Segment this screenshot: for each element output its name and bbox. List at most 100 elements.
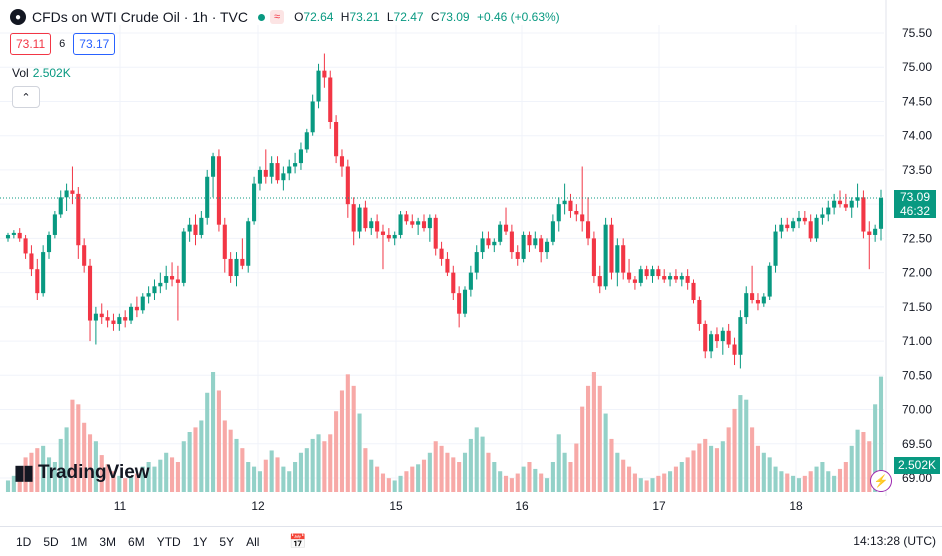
volume-bar [603, 413, 608, 492]
volume-bar [662, 473, 667, 492]
candle-body [41, 252, 46, 294]
candle-body [445, 258, 450, 273]
range-1y-button[interactable]: 1Y [192, 534, 208, 549]
candle-body [597, 276, 602, 287]
candles [5, 53, 884, 369]
volume-axis-label: 2.502K [894, 457, 940, 474]
chart-title[interactable]: CFDs on WTI Crude Oil · 1h · TVC [32, 9, 249, 25]
volume-bar [322, 441, 327, 492]
volume-bar [76, 404, 81, 492]
candle-body [492, 241, 497, 246]
volume-bar [211, 372, 216, 492]
volume-bar [638, 478, 643, 492]
volume-bar [134, 473, 139, 492]
tradingview-logo[interactable]: ▮▮ TradingView [14, 460, 150, 485]
volume-legend[interactable]: Vol 2.502K [12, 66, 71, 80]
volume-bar [627, 466, 632, 492]
volume-bar [398, 475, 403, 492]
volume-bar [5, 480, 11, 492]
range-ytd-button[interactable]: YTD [156, 534, 181, 549]
candle-body [832, 200, 837, 208]
candle-body [357, 207, 362, 232]
volume-bar [832, 475, 837, 492]
sell-button[interactable]: 73.11 [10, 33, 52, 55]
candle-body [855, 197, 860, 201]
volume-bar [404, 471, 409, 492]
volume-bar [35, 448, 40, 492]
candle-body [46, 234, 52, 253]
volume-bar [585, 385, 591, 492]
candle-body [52, 214, 57, 235]
volume-bar [544, 478, 550, 492]
range-5d-button[interactable]: 5D [43, 534, 59, 549]
volume-bar [820, 462, 825, 492]
range-all-button[interactable]: All [246, 534, 260, 549]
candle-body [281, 173, 286, 181]
candle-body [668, 276, 673, 280]
volume-bar [796, 478, 802, 492]
candle-body [293, 163, 298, 167]
volume-bar [111, 471, 116, 492]
y-tick-label: 71.00 [902, 334, 932, 348]
candle-body [451, 272, 456, 294]
range-5y-button[interactable]: 5Y [219, 534, 235, 549]
chart-legend: ● CFDs on WTI Crude Oil · 1h · TVC ≈ O72… [10, 8, 564, 26]
candle-body [539, 238, 544, 253]
y-tick-label: 70.50 [902, 368, 932, 382]
y-tick-label: 69.00 [902, 471, 932, 485]
candle-body [603, 224, 608, 287]
y-tick-label: 71.50 [902, 300, 932, 314]
candle-body [873, 228, 878, 235]
volume-bar [216, 390, 221, 492]
open-value: 72.64 [303, 10, 334, 24]
lightning-icon[interactable]: ⚡ [870, 470, 892, 492]
volume-bar [46, 457, 52, 492]
volume-bar [468, 438, 473, 492]
volume-bar [105, 464, 110, 492]
volume-bar [878, 376, 884, 492]
candle-body [240, 258, 245, 266]
volume-bar [521, 466, 526, 492]
range-1m-button[interactable]: 1M [70, 534, 88, 549]
volume-bar [539, 473, 544, 492]
volume-bar [41, 445, 46, 492]
oil-drop-icon[interactable]: ● [10, 9, 26, 25]
x-tick-label: 17 [652, 499, 666, 513]
candle-body [562, 200, 567, 205]
y-tick-label: 74.50 [902, 94, 932, 108]
buy-button[interactable]: 73.17 [73, 33, 116, 55]
volume-bar [855, 429, 860, 492]
bottom-toolbar: 1D 5D 1M 3M 6M YTD 1Y 5Y All 📅 14:13:28 … [0, 526, 942, 556]
volume-bar [873, 404, 878, 492]
range-6m-button[interactable]: 6M [128, 534, 145, 549]
candle-body [298, 149, 304, 164]
candle-body [550, 221, 555, 242]
volume-bar [808, 471, 813, 492]
calendar-goto-icon[interactable]: 📅 [289, 533, 307, 549]
range-3m-button[interactable]: 3M [99, 534, 117, 549]
candle-body [287, 166, 292, 174]
trade-buttons: 73.11 6 73.17 [10, 33, 116, 55]
x-tick-label: 18 [789, 499, 803, 513]
volume-bar [650, 478, 655, 492]
volume-bar [509, 478, 514, 492]
candle-body [837, 200, 843, 205]
candle-body [679, 276, 684, 280]
volume-bar [164, 452, 169, 492]
candle-body [222, 224, 227, 259]
collapse-legend-button[interactable]: ⌃ [12, 86, 40, 108]
candle-body [486, 238, 491, 246]
utc-clock[interactable]: 14:13:28 (UTC) [853, 534, 936, 548]
volume-bar [117, 475, 122, 492]
candle-body [263, 169, 268, 177]
candle-body [878, 197, 884, 229]
market-status[interactable]: ≈ [258, 10, 285, 24]
range-1d-button[interactable]: 1D [16, 534, 32, 549]
volume-bar [99, 455, 104, 492]
volume-bar [205, 392, 210, 492]
volume-bar [779, 471, 784, 492]
volume-bar [679, 462, 684, 492]
candle-body [269, 163, 274, 177]
volume-bar [457, 462, 462, 492]
volume-bar [275, 457, 280, 492]
